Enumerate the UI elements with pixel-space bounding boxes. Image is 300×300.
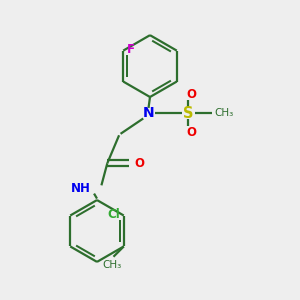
Text: F: F: [127, 43, 135, 56]
Text: Cl: Cl: [107, 208, 120, 220]
Text: N: N: [143, 106, 154, 120]
Text: CH₃: CH₃: [102, 260, 122, 270]
Text: O: O: [134, 157, 144, 170]
Text: CH₃: CH₃: [214, 108, 233, 118]
Text: NH: NH: [71, 182, 91, 195]
Text: O: O: [187, 126, 197, 139]
Text: S: S: [183, 106, 194, 121]
Text: O: O: [187, 88, 197, 100]
